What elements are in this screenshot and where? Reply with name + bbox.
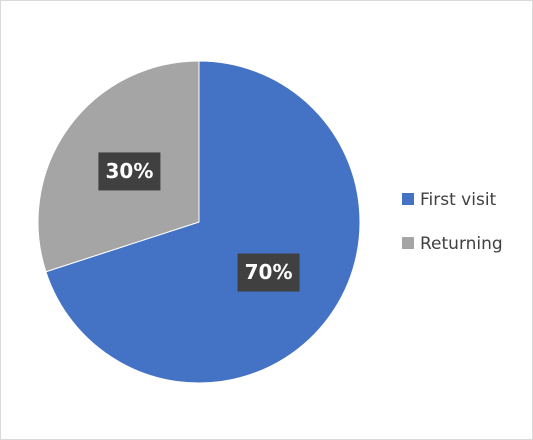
legend-label: Returning: [420, 234, 503, 254]
data-label: 70%: [245, 260, 293, 284]
data-label-box: [98, 152, 161, 191]
data-label: 30%: [105, 159, 153, 183]
legend-label: First visit: [420, 190, 497, 210]
pie-slice: [45, 60, 361, 384]
data-label-box: [237, 253, 300, 292]
legend-swatch: [402, 193, 414, 205]
legend-swatch: [402, 237, 414, 249]
